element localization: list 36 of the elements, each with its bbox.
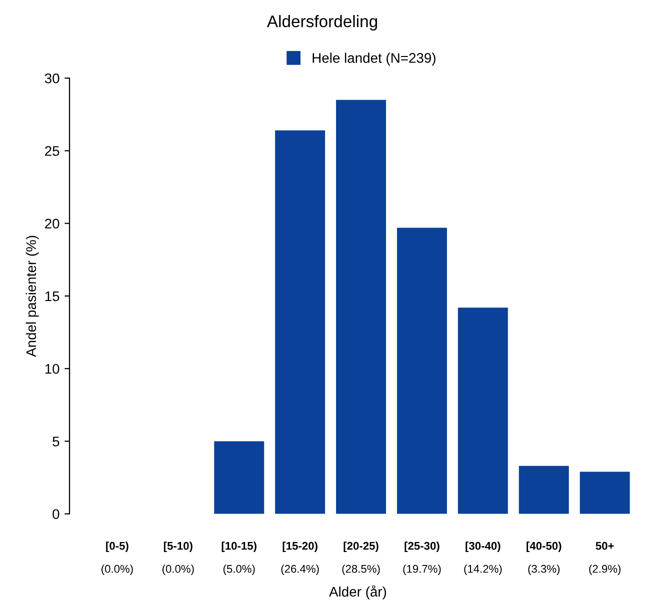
x-tick-label: [30-40) (466, 542, 500, 552)
y-tick-label: 5 (52, 436, 60, 446)
y-tick-label: 0 (52, 509, 60, 520)
y-tick-label: 10 (45, 364, 60, 374)
legend-label: Hele landet (N=239) (312, 52, 436, 66)
x-axis-title: Alder (år) (329, 585, 386, 600)
y-tick-label: 20 (45, 218, 60, 229)
bar (275, 130, 326, 514)
x-tick-label: [40-50) (526, 542, 562, 552)
data-label: (3.3%) (528, 564, 560, 575)
data-label: (26.4%) (281, 564, 319, 575)
x-tick-label: [5-10) (164, 542, 192, 552)
y-tick-label: 30 (44, 73, 60, 84)
x-tick-label: [10-15) (222, 542, 256, 552)
y-tick-label: 15 (45, 291, 60, 302)
x-tick-label: [0-5) (106, 542, 128, 552)
x-tick-label: [15-20) (282, 542, 318, 552)
data-label: (2.9%) (589, 564, 621, 575)
bar (580, 472, 630, 514)
data-label: (5.0%) (223, 564, 255, 575)
data-label: (14.2%) (464, 564, 502, 575)
data-label: (19.7%) (403, 564, 441, 575)
data-label: (28.5%) (342, 564, 380, 575)
y-tick-label: 25 (45, 146, 60, 156)
bar (458, 308, 508, 514)
chart-title: Aldersfordeling (266, 15, 378, 31)
bar (518, 466, 569, 514)
x-tick-label: 50+ (596, 542, 614, 550)
x-tick-label: [25-30) (404, 542, 440, 552)
x-tick-label: [20-25) (344, 542, 378, 552)
bar (336, 100, 386, 514)
y-axis-title: Andel pasienter (%) (26, 236, 39, 357)
data-label: (0.0%) (102, 564, 133, 575)
bar (214, 441, 264, 514)
data-label: (0.0%) (162, 564, 194, 575)
bar (396, 228, 447, 514)
